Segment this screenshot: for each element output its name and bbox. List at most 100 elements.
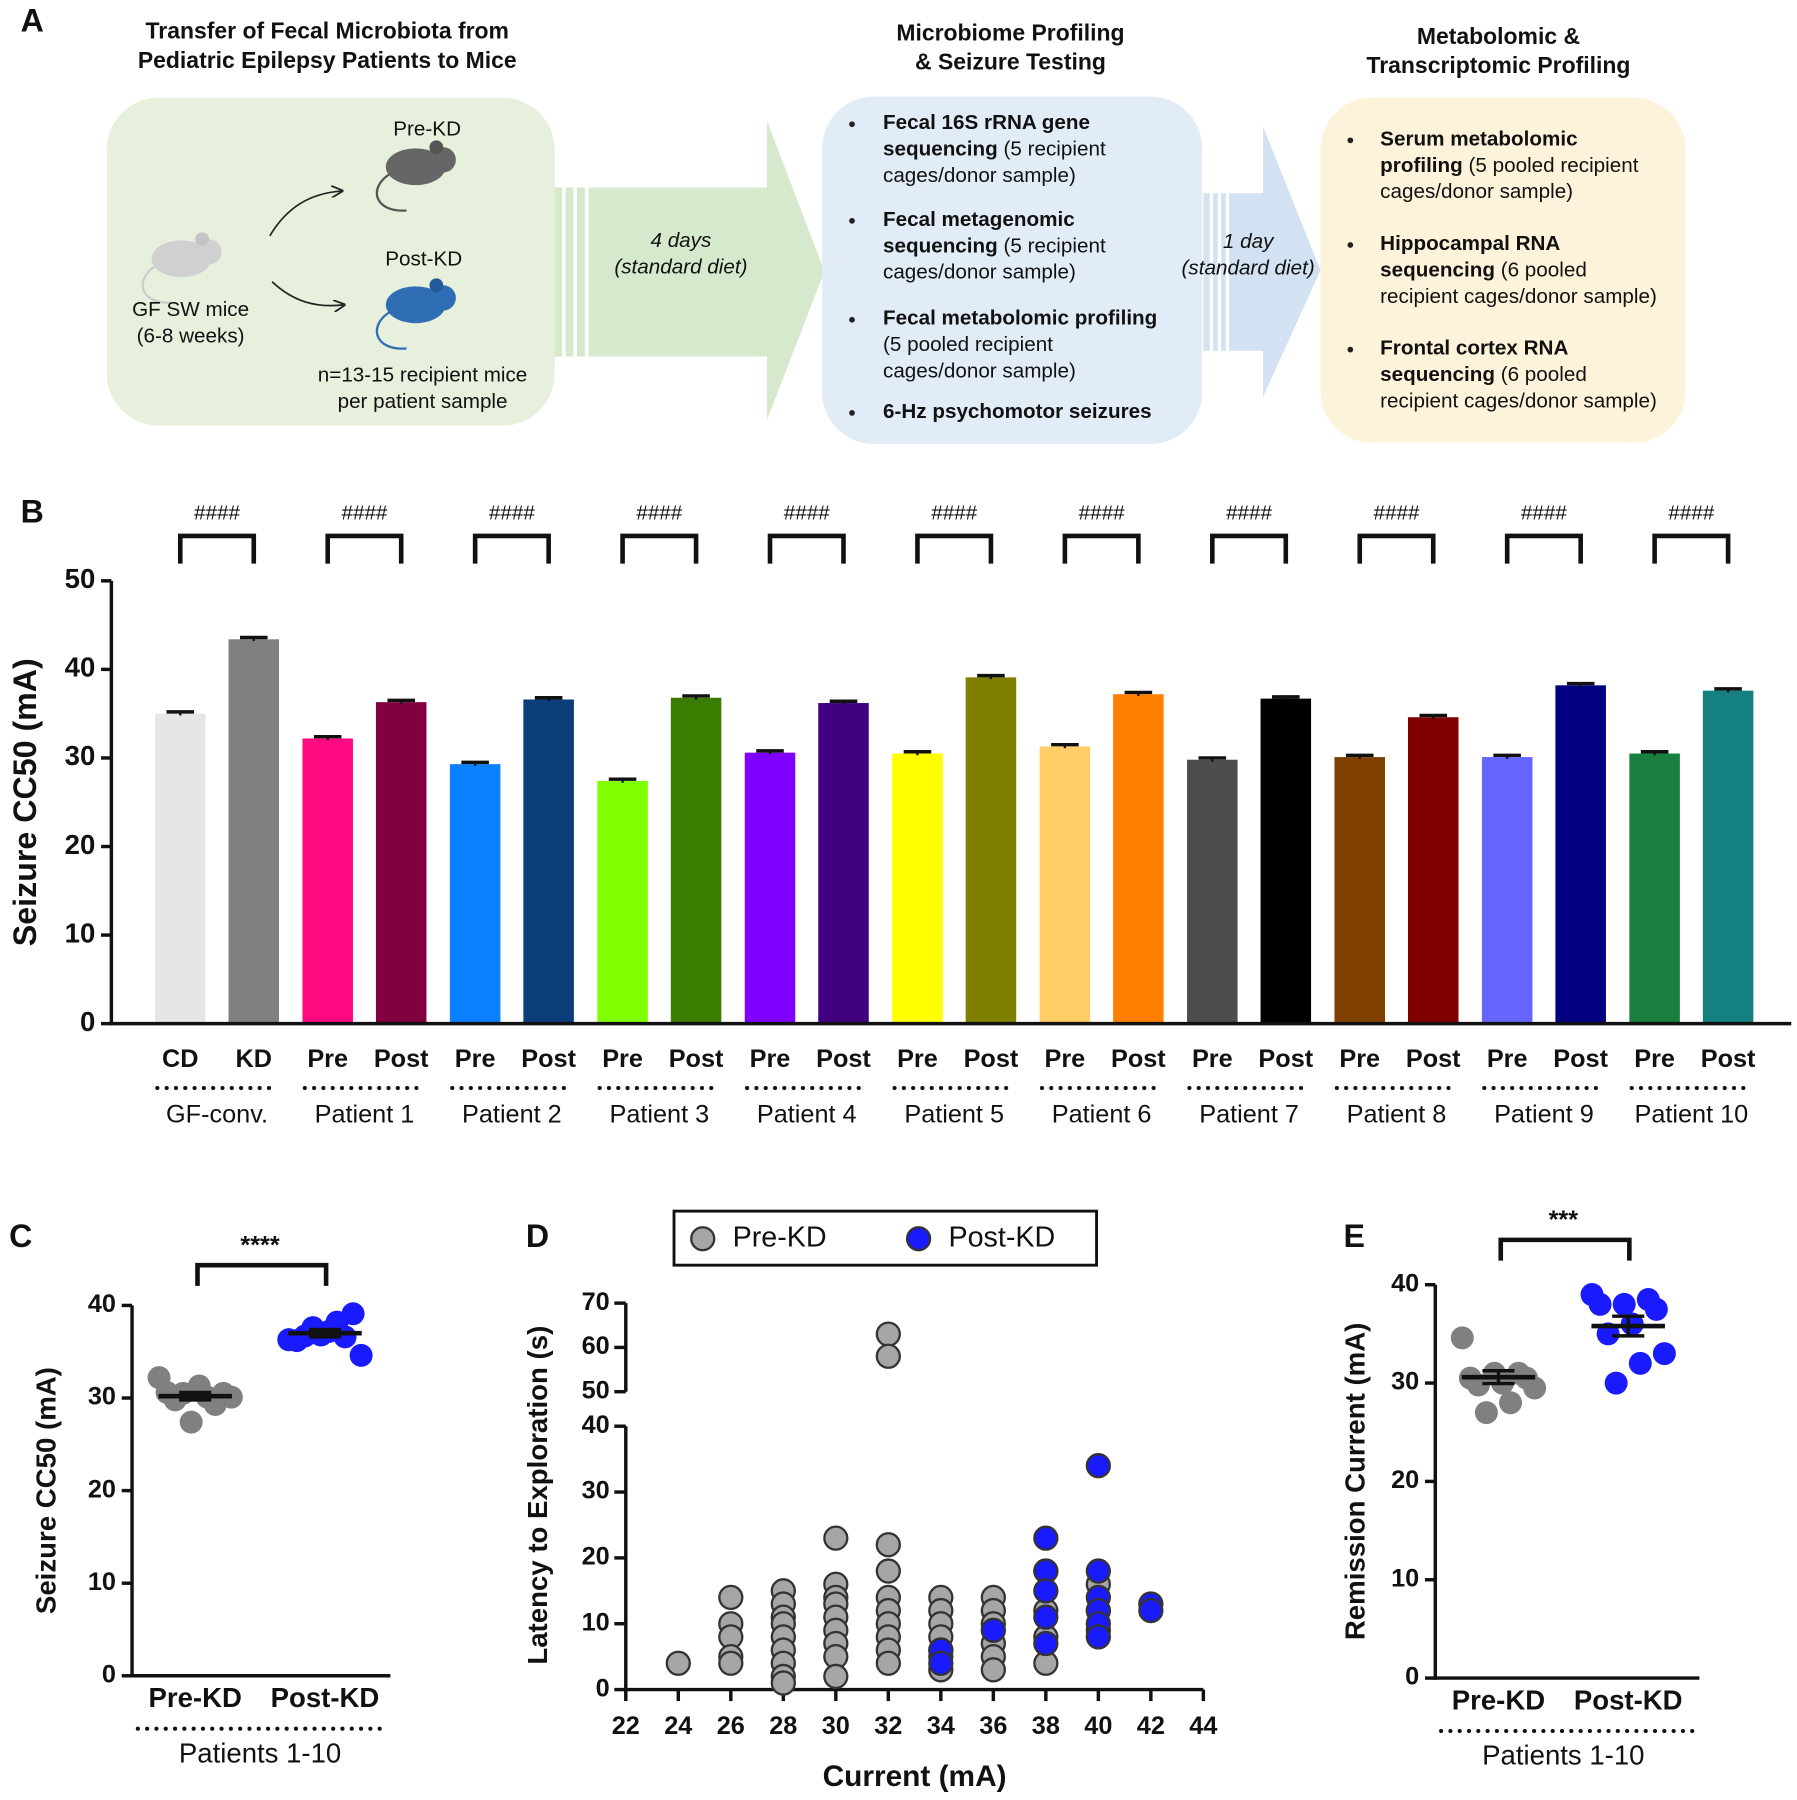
point — [770, 1670, 796, 1696]
arrow-head — [1263, 126, 1321, 397]
bar — [1334, 757, 1386, 1024]
x-tick-label: 38 — [1032, 1712, 1060, 1740]
point — [875, 1321, 901, 1347]
bar — [1702, 690, 1754, 1024]
group-label: Patient 8 — [1347, 1100, 1447, 1128]
bullet — [1347, 242, 1354, 248]
category-label: Post-KD — [1574, 1685, 1683, 1716]
group-label: Patient 4 — [757, 1100, 857, 1128]
label: (6-8 weeks) — [137, 324, 245, 347]
bar — [744, 752, 796, 1024]
category-label: Post — [816, 1045, 871, 1073]
label: n=13-15 recipient mice — [318, 364, 528, 387]
y-tick-label: 10 — [1391, 1564, 1419, 1592]
omics-box — [1320, 97, 1686, 443]
bracket — [1210, 533, 1289, 564]
point — [1499, 1391, 1522, 1415]
point — [1085, 1624, 1111, 1650]
bar — [228, 639, 280, 1024]
bracket — [1357, 533, 1436, 564]
point — [875, 1343, 901, 1369]
bar — [523, 699, 574, 1024]
point — [875, 1532, 901, 1558]
text: (6 pooled — [1495, 364, 1587, 387]
category-label: Pre — [1634, 1045, 1675, 1073]
box-title: Metabolomic & — [1417, 23, 1580, 49]
bold-text: sequencing — [1380, 364, 1495, 387]
category-label: Post — [1406, 1045, 1461, 1073]
bar — [892, 753, 943, 1024]
point — [1644, 1297, 1668, 1321]
significance: #### — [1668, 502, 1714, 525]
bar — [1555, 685, 1606, 1024]
bar — [1629, 753, 1680, 1024]
bullet-line: profiling (5 pooled recipient — [1380, 154, 1639, 177]
category-label: Pre-KD — [1452, 1685, 1545, 1716]
text: (6 pooled — [1495, 259, 1587, 282]
arrow-label: 1 day — [1223, 230, 1275, 253]
y-tick-label: 0 — [1405, 1663, 1419, 1691]
x-tick-label: 32 — [874, 1712, 902, 1740]
bullet-line: Hippocampal RNA — [1380, 232, 1560, 255]
point — [665, 1650, 691, 1676]
point — [1523, 1376, 1547, 1400]
category-label: Pre — [750, 1045, 791, 1073]
category-label: Pre — [1045, 1045, 1086, 1073]
bullet-line: recipient cages/donor sample) — [1380, 390, 1657, 413]
bullet — [849, 121, 855, 128]
bracket — [915, 533, 994, 564]
y-tick-label: 40 — [1391, 1269, 1419, 1297]
significance: #### — [1374, 502, 1420, 525]
box-title: Pediatric Epilepsy Patients to Mice — [138, 47, 517, 73]
point — [875, 1650, 901, 1676]
point — [1033, 1630, 1059, 1657]
bullet-line: Fecal metagenomic — [883, 208, 1075, 231]
x-tick-label: 28 — [769, 1712, 797, 1740]
y-tick-label: 70 — [582, 1288, 610, 1316]
group-label: Patient 10 — [1635, 1100, 1749, 1128]
point — [349, 1343, 373, 1367]
group-label: Patient 3 — [609, 1100, 709, 1128]
text: (5 recipient — [998, 138, 1106, 161]
text: cages/donor sample) — [1380, 181, 1573, 204]
point — [823, 1525, 849, 1551]
group-label: Patient 1 — [315, 1100, 415, 1128]
point — [718, 1584, 744, 1611]
arrow-label: (standard diet) — [1182, 257, 1315, 280]
significance: #### — [636, 502, 682, 525]
bracket — [325, 533, 404, 564]
point — [1628, 1351, 1652, 1375]
x-tick-label: 42 — [1137, 1712, 1165, 1740]
arrow-body — [554, 187, 769, 357]
point — [1604, 1371, 1628, 1395]
bullet — [1347, 346, 1354, 353]
point — [1085, 1453, 1111, 1479]
bullet-line: 6-Hz psychomotor seizures — [883, 400, 1152, 423]
point — [875, 1558, 901, 1584]
bold-text: Fecal metabolomic profiling — [883, 307, 1157, 330]
significance: **** — [240, 1231, 279, 1259]
category-label: Post — [669, 1045, 724, 1073]
arrow-label: 4 days — [650, 229, 711, 252]
x-tick-label: 34 — [927, 1712, 955, 1740]
text: (5 pooled recipient — [883, 334, 1053, 357]
bar — [449, 764, 501, 1024]
arrow-head — [767, 120, 825, 420]
y-tick-label: 30 — [65, 740, 96, 771]
point — [1652, 1342, 1676, 1366]
box-title: Transcriptomic Profiling — [1366, 52, 1630, 78]
group-label: Patients 1-10 — [179, 1737, 341, 1768]
bracket — [1652, 533, 1731, 564]
arrow — [271, 281, 344, 306]
y-tick-label: 40 — [88, 1290, 116, 1318]
significance: #### — [489, 502, 535, 525]
bar — [597, 780, 648, 1024]
bracket — [620, 533, 699, 564]
bar — [965, 677, 1017, 1024]
bar — [302, 738, 353, 1024]
bracket — [1062, 533, 1141, 564]
group-label: GF-conv. — [166, 1100, 268, 1128]
category-label: Pre — [307, 1045, 348, 1073]
bold-text: Hippocampal RNA — [1380, 232, 1560, 255]
bold-text: sequencing — [883, 138, 998, 161]
